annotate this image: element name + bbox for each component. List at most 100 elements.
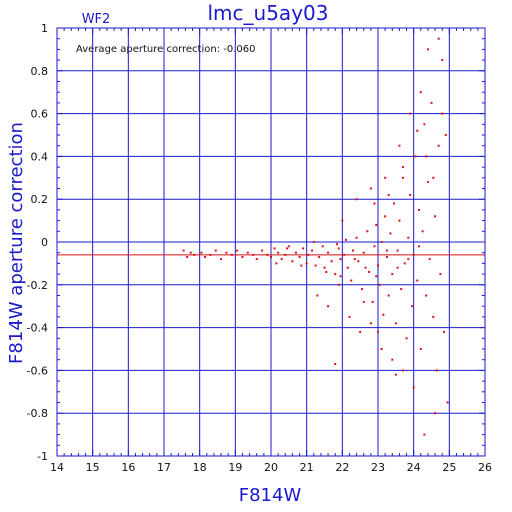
data-point [341,219,344,222]
data-point [300,264,303,267]
data-point [334,362,337,365]
data-point [384,176,387,179]
data-point [442,330,445,333]
data-point [220,258,223,261]
data-point [401,166,404,169]
y-tick-label: 0 [41,236,48,249]
y-tick-label: 0.8 [31,65,49,78]
data-point [419,348,422,350]
data-point [291,260,294,263]
data-point [230,253,233,256]
y-tick-label: 0.4 [31,150,49,163]
data-point [344,238,347,241]
data-point [325,270,328,273]
data-point [327,251,330,254]
data-point [434,412,437,415]
data-point [435,369,438,372]
data-point [327,305,330,308]
data-point [307,253,310,256]
data-point [407,236,410,239]
data-point [246,251,249,254]
data-point [391,273,394,276]
x-tick-label: 20 [264,461,278,474]
data-point [403,262,406,265]
data-point [236,249,239,252]
data-point [430,101,433,104]
data-point [412,253,415,256]
chart-subtitle: WF2 [82,12,111,27]
data-point [323,266,326,269]
data-point [437,37,440,40]
data-point [311,249,314,252]
data-point [432,176,435,179]
data-point [214,249,217,252]
data-point [200,251,203,254]
data-point [280,258,283,261]
grid [57,28,485,456]
data-point [261,249,264,252]
data-point [391,358,394,361]
x-tick-label: 19 [228,461,242,474]
data-point [339,275,342,278]
data-point [284,253,287,256]
data-point [441,59,444,62]
data-point [204,255,207,258]
data-point [441,112,444,115]
data-point [416,279,419,282]
data-point [394,322,397,325]
data-point [330,260,333,263]
data-point [446,401,449,404]
data-point [366,230,369,233]
data-point [426,48,429,51]
data-point [393,202,396,205]
x-tick-label: 26 [478,461,492,474]
data-point [401,369,404,372]
data-point [314,264,317,267]
data-point [294,251,297,254]
data-point [286,247,289,250]
data-point [312,241,315,243]
data-point [409,193,412,196]
data-point [277,251,280,254]
data-point [387,294,390,297]
data-point [434,215,437,218]
data-point [396,249,399,252]
data-point [398,144,401,147]
y-tick-label: -0.6 [27,364,48,377]
data-point [346,266,349,269]
data-point [385,249,388,252]
data-point [343,253,346,256]
data-point [407,258,410,261]
data-points [182,37,449,436]
y-tick-label: -0.8 [27,407,48,420]
data-point [410,305,413,308]
data-point [275,262,278,265]
data-point [335,243,338,246]
data-point [375,275,378,278]
data-point [380,241,383,243]
data-point [414,155,417,158]
data-point [298,255,301,258]
data-point [339,258,342,261]
x-tick-label: 25 [442,461,456,474]
data-point [357,260,360,263]
data-point [273,247,276,250]
data-point [371,300,374,303]
data-point [193,253,196,256]
data-point [364,266,367,269]
data-point [225,251,228,254]
data-point [321,245,324,248]
x-tick-labels: 14 15 16 17 18 19 20 21 22 23 24 25 26 [50,461,492,474]
x-tick-label: 15 [86,461,100,474]
data-point [439,273,442,276]
data-point [444,134,447,136]
x-tick-label: 16 [121,461,135,474]
data-point [355,236,358,239]
data-point [425,294,428,297]
y-tick-label: -1 [37,450,48,463]
data-point [186,255,189,258]
x-tick-label: 17 [157,461,171,474]
data-point [255,258,258,261]
data-point [416,129,419,132]
